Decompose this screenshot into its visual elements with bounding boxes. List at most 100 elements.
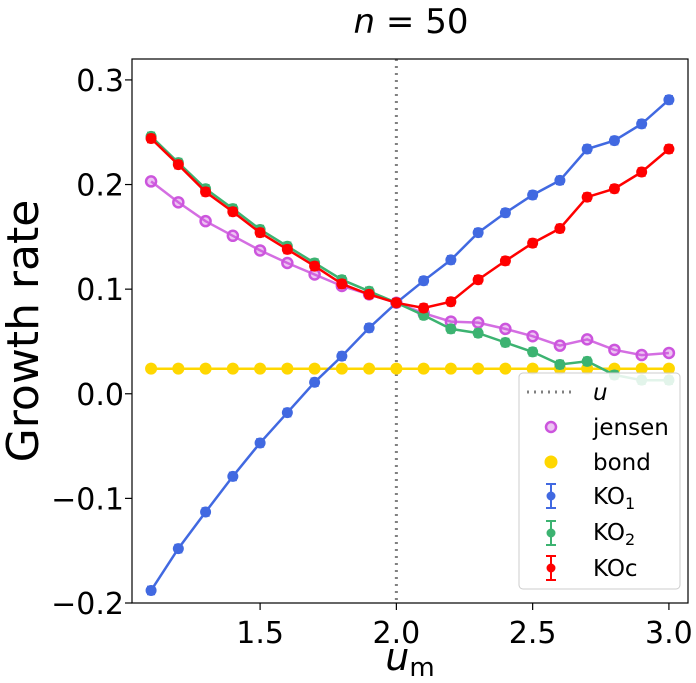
x-axis-ticks: 1.5 2.0 2.5 3.0 [236, 603, 693, 651]
y-tick-label: −0.2 [51, 587, 124, 622]
ko1-point [499, 207, 511, 219]
jensen-point [553, 339, 567, 352]
legend-bond-marker [544, 455, 558, 469]
ko1-point [336, 350, 348, 362]
ko2-point [554, 358, 566, 370]
koc-point [363, 288, 375, 300]
bond-point [281, 362, 294, 375]
koc-point [390, 297, 402, 309]
jensen-point [199, 214, 212, 228]
ko2-point [527, 346, 539, 358]
legend-u-label: u [593, 380, 608, 406]
bond-point [472, 362, 485, 375]
jensen-point [144, 175, 158, 188]
koc-point [636, 166, 648, 178]
ko1-point [554, 174, 566, 186]
legend-jensen-label: jensen [592, 415, 669, 441]
ko1-point [254, 437, 266, 449]
jensen-point [226, 229, 240, 243]
ko2-point [581, 355, 593, 367]
koc-point [499, 255, 511, 267]
y-tick-label: −0.1 [51, 482, 124, 517]
ko1-point [445, 254, 457, 266]
ko1-point [281, 407, 293, 419]
jensen-point [499, 322, 512, 336]
koc-point [663, 143, 675, 155]
ko1-point [309, 376, 321, 388]
legend-jensen-marker [544, 420, 558, 434]
bond-point [499, 362, 512, 375]
ko1-point [663, 94, 675, 106]
bond-point [254, 362, 267, 375]
y-tick-label: 0.0 [76, 378, 124, 413]
jensen-point [253, 244, 267, 257]
bond-point [363, 362, 376, 375]
koc-point [145, 133, 157, 145]
ko1-point [227, 470, 239, 482]
legend-ko2-label: KO2 [593, 520, 635, 549]
jensen-point [635, 348, 648, 362]
x-tick-label: 1.5 [236, 616, 284, 651]
bond-point [662, 362, 675, 375]
legend-koc-label: KOc [593, 556, 638, 582]
bond-point [390, 362, 403, 375]
y-axis-ticks: −0.2 −0.1 0.0 0.1 0.2 0.3 [51, 64, 132, 622]
jensen-point [526, 329, 539, 343]
x-axis-label: um [385, 635, 434, 683]
jensen-point [608, 343, 621, 357]
legend: u jensen bond KO1 KO2 KOc [518, 372, 681, 590]
y-axis-label: Growth rate [0, 200, 49, 463]
chart-title: n = 50 [354, 2, 469, 42]
bond-point [417, 362, 430, 375]
ko1-point [581, 143, 593, 155]
jensen-point [471, 316, 485, 329]
bond-point [226, 362, 239, 375]
ko1-point [418, 275, 430, 287]
koc-point [281, 243, 293, 255]
koc-line [150, 137, 670, 310]
bond-point [199, 362, 212, 375]
ko2-point [445, 323, 457, 335]
koc-point [309, 260, 321, 272]
jensen-point [662, 346, 676, 360]
koc-point [608, 183, 620, 195]
x-tick-label: 2.0 [373, 616, 421, 651]
koc-point [254, 227, 266, 239]
y-tick-label: 0.3 [76, 64, 124, 99]
ko1-point [363, 322, 375, 334]
jensen-point [281, 256, 294, 270]
bond-point [335, 362, 348, 375]
koc-point [200, 186, 212, 198]
ko1-point [527, 189, 539, 201]
ko1-point [636, 118, 648, 130]
legend-bond-label: bond [593, 450, 651, 476]
jensen-point [172, 196, 185, 209]
jensen-point [580, 333, 594, 346]
ko2-point [472, 327, 484, 339]
koc-point [172, 159, 184, 171]
series-koc [145, 133, 675, 314]
bond-point [308, 362, 321, 375]
x-tick-label: 2.5 [509, 616, 557, 651]
bond-point [145, 362, 158, 375]
legend-box [518, 372, 681, 590]
bond-point [444, 362, 457, 375]
ko2-point [499, 337, 511, 349]
legend-koc-marker [546, 555, 556, 581]
ko1-line [150, 98, 670, 592]
series-group [144, 94, 676, 596]
ko1-point [200, 506, 212, 518]
koc-point [227, 206, 239, 218]
y-tick-label: 0.2 [76, 169, 124, 204]
ko1-point [145, 584, 157, 596]
legend-ko2-marker [546, 520, 556, 546]
koc-point [445, 296, 457, 308]
ko1-point [172, 543, 184, 555]
koc-point [336, 278, 348, 290]
bond-point [526, 362, 539, 375]
legend-ko1-label: KO1 [593, 484, 635, 513]
koc-point [418, 302, 430, 314]
y-tick-label: 0.1 [76, 273, 124, 308]
ko1-point [472, 227, 484, 239]
